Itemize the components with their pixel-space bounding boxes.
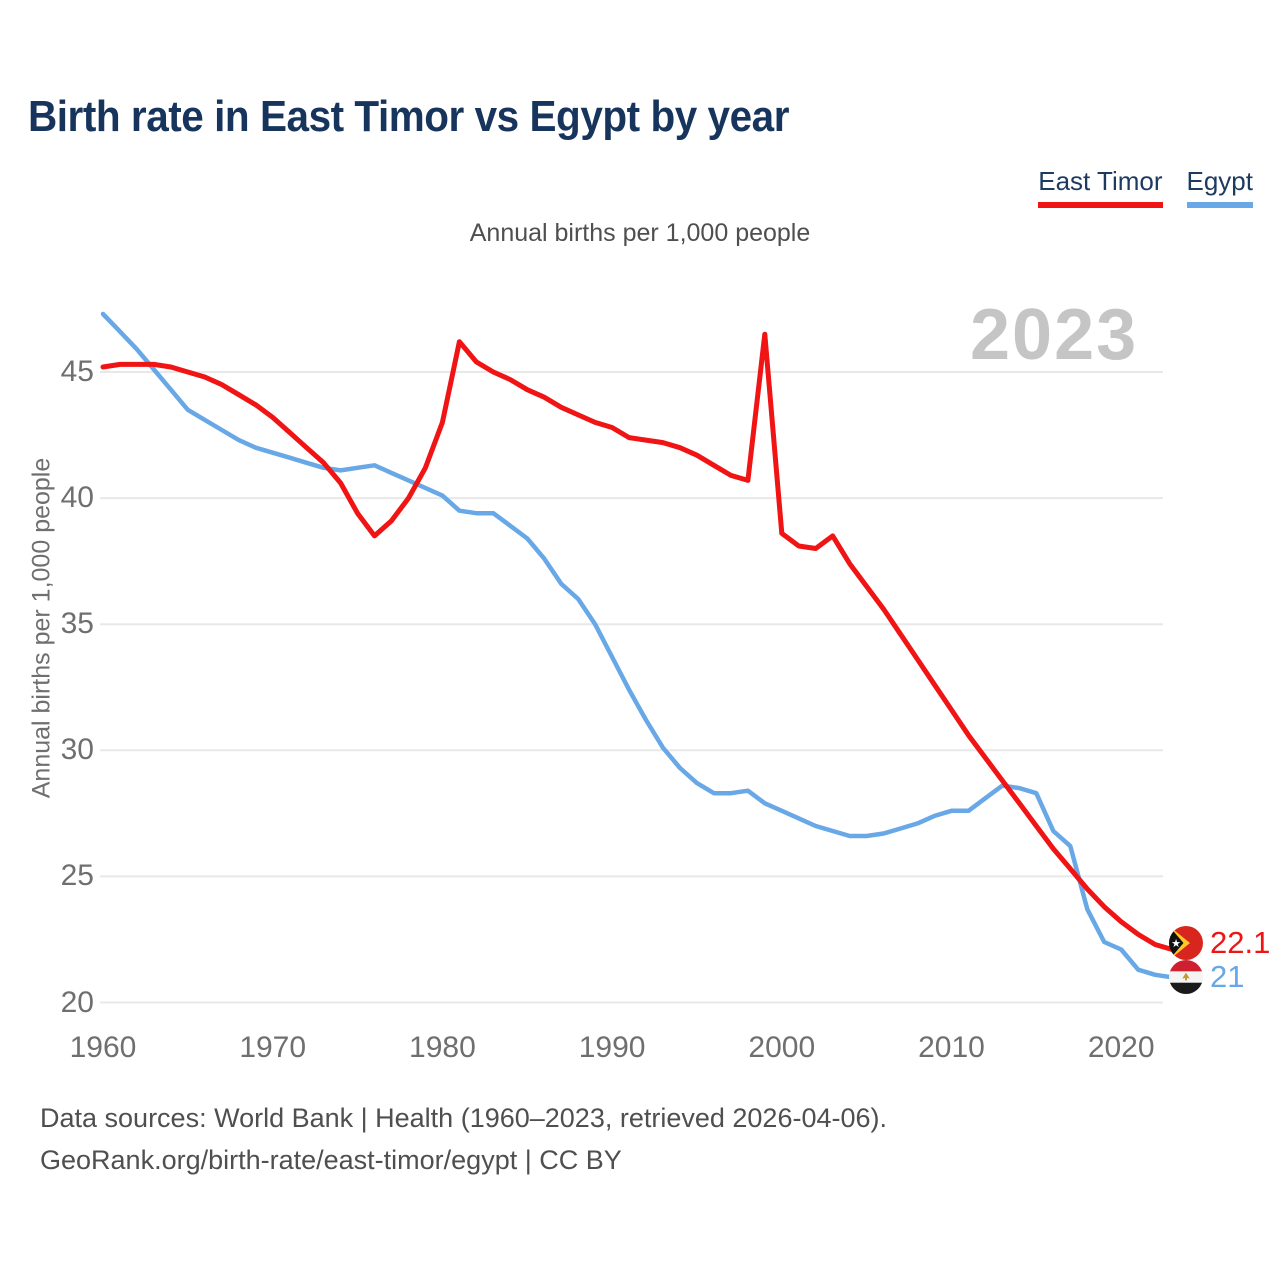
series-line-egypt: [100, 311, 1175, 980]
series-line-east-timor: [100, 331, 1175, 952]
x-tick-label-2010: 2010: [918, 1031, 985, 1064]
y-tick-label-45: 45: [60, 355, 94, 388]
y-tick-label-20: 20: [60, 985, 94, 1019]
footer-sources-line: Data sources: World Bank | Health (1960–…: [40, 1103, 887, 1133]
x-tick-label-2000: 2000: [748, 1031, 816, 1064]
east-timor-flag-icon: ★: [1169, 926, 1203, 960]
x-tick-label-1960: 1960: [69, 1031, 137, 1064]
page-title: Birth rate in East Timor vs Egypt by yea…: [28, 92, 790, 141]
legend-item-egypt[interactable]: Egypt: [1186, 166, 1254, 208]
footer: Data sources: World Bank | Health (1960–…: [40, 1097, 887, 1181]
legend-label-east-timor: East Timor: [1038, 166, 1163, 196]
y-tick-label-35: 35: [60, 607, 94, 641]
x-tick-label-2020: 2020: [1087, 1031, 1155, 1064]
y-tick-label-30: 30: [60, 733, 94, 767]
y-tick-label-25: 25: [60, 859, 94, 893]
x-tick-label-1990: 1990: [578, 1031, 646, 1064]
year-watermark: 2023: [970, 295, 1139, 375]
end-value-east-timor: 22.1: [1210, 925, 1271, 960]
legend-item-east-timor[interactable]: East Timor: [1038, 166, 1163, 208]
footer-attribution-line: GeoRank.org/birth-rate/east-timor/egypt …: [40, 1145, 622, 1175]
egypt-flag-icon: [1169, 960, 1203, 994]
x-tick-label-1970: 1970: [239, 1031, 307, 1064]
svg-text:★: ★: [1171, 937, 1181, 950]
chart-subtitle: Annual births per 1,000 people: [469, 219, 811, 247]
end-value-egypt: 21: [1210, 959, 1245, 994]
legend-label-egypt: Egypt: [1186, 166, 1254, 196]
x-tick-label-1980: 1980: [409, 1031, 476, 1064]
legend: East Timor Egypt: [1038, 166, 1253, 208]
y-tick-label-40: 40: [60, 481, 94, 515]
